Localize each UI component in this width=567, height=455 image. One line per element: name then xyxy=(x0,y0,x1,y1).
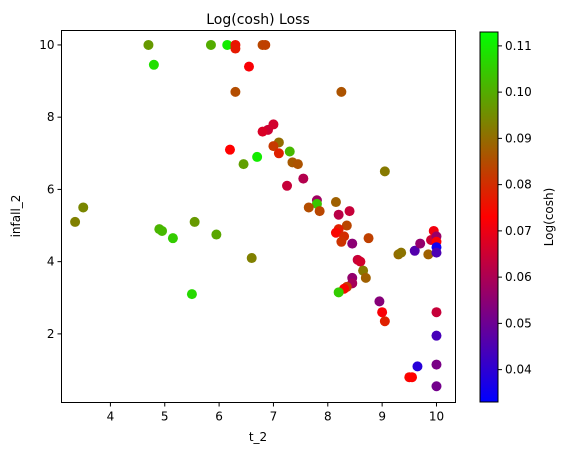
colorbar-axis: 0.04 0.05 0.06 0.07 0.08 0.09 0.10 0.11 xyxy=(498,39,532,377)
x-axis: 4 5 6 7 8 9 10 xyxy=(107,402,444,424)
scatter-point xyxy=(412,361,423,372)
scatter-point xyxy=(230,43,241,54)
x-tick-label: 6 xyxy=(215,410,223,424)
scatter-point xyxy=(243,61,254,72)
scatter-point xyxy=(211,229,222,240)
scatter-point xyxy=(298,173,309,184)
x-tick-label: 8 xyxy=(324,410,332,424)
colorbar-tick-label: 0.04 xyxy=(505,363,532,377)
scatter-point xyxy=(314,206,325,217)
scatter-point xyxy=(238,159,249,170)
scatter-point xyxy=(330,227,341,238)
x-tick-label: 7 xyxy=(270,410,278,424)
scatter-point xyxy=(268,141,279,152)
scatter-point xyxy=(431,247,442,258)
y-axis-label: infall_2 xyxy=(9,195,23,238)
scatter-point xyxy=(396,247,407,258)
scatter-point xyxy=(273,148,284,159)
scatter-point xyxy=(260,39,271,50)
scatter-point xyxy=(205,39,216,50)
scatter-point xyxy=(374,296,385,307)
chart-title: Log(cosh) Loss xyxy=(206,12,310,28)
scatter-point xyxy=(246,253,257,264)
scatter-point xyxy=(143,39,154,50)
x-tick-label: 9 xyxy=(378,410,386,424)
scatter-point xyxy=(333,209,344,220)
colorbar-tick-label: 0.05 xyxy=(505,316,532,330)
scatter-point xyxy=(186,289,197,300)
scatter-point xyxy=(189,216,200,227)
scatter-point xyxy=(292,159,303,170)
scatter-point xyxy=(379,166,390,177)
scatter-point xyxy=(431,381,442,392)
scatter-point xyxy=(268,119,279,130)
y-tick-label: 6 xyxy=(47,182,55,196)
scatter-point xyxy=(344,206,355,217)
scatter-point xyxy=(377,307,388,318)
colorbar-tick-label: 0.08 xyxy=(505,178,532,192)
scatter-point xyxy=(347,238,358,249)
scatter-point xyxy=(407,372,418,383)
colorbar-label: Log(cosh) xyxy=(542,188,556,247)
scatter-point xyxy=(423,249,434,260)
scatter-point xyxy=(257,126,268,137)
colorbar-tick-label: 0.06 xyxy=(505,270,532,284)
scatter-point xyxy=(282,180,293,191)
x-tick-label: 4 xyxy=(107,410,115,424)
scatter-point xyxy=(336,86,347,97)
scatter-point xyxy=(224,144,235,155)
colorbar-tick-label: 0.09 xyxy=(505,131,532,145)
scatter-point xyxy=(415,238,426,249)
scatter-point xyxy=(431,330,442,341)
scatter-point xyxy=(252,151,263,162)
y-tick-label: 8 xyxy=(47,110,55,124)
scatter-point xyxy=(167,233,178,244)
scatter-point xyxy=(360,272,371,283)
scatter-point xyxy=(431,359,442,370)
y-tick-label: 4 xyxy=(47,255,55,269)
y-tick-label: 10 xyxy=(39,38,54,52)
scatter-point xyxy=(330,197,341,208)
colorbar-tick-label: 0.10 xyxy=(505,85,532,99)
scatter-point xyxy=(284,146,295,157)
scatter-point xyxy=(303,202,314,213)
scatter-point xyxy=(222,39,233,50)
scatter-point xyxy=(341,220,352,231)
x-tick-label: 5 xyxy=(161,410,169,424)
colorbar xyxy=(479,31,499,403)
scatter-point xyxy=(230,86,241,97)
scatter-point xyxy=(78,202,89,213)
scatter-point xyxy=(336,236,347,247)
scatter-point xyxy=(379,316,390,327)
colorbar-tick-label: 0.11 xyxy=(505,39,532,53)
y-tick-label: 2 xyxy=(47,327,55,341)
scatter-point xyxy=(157,225,168,236)
scatter-point xyxy=(70,216,81,227)
x-tick-label: 10 xyxy=(429,410,444,424)
scatter-point xyxy=(355,256,366,267)
scatter-point xyxy=(363,233,374,244)
scatter-points xyxy=(70,39,442,392)
scatter-point xyxy=(409,245,420,256)
scatter-point xyxy=(333,287,344,298)
scatter-point xyxy=(431,307,442,318)
x-axis-label: t_2 xyxy=(249,430,267,444)
y-axis: 2 4 6 8 10 xyxy=(39,38,62,341)
colorbar-tick-label: 0.07 xyxy=(505,224,532,238)
scatter-point xyxy=(148,59,159,70)
plot-frame xyxy=(61,30,456,403)
